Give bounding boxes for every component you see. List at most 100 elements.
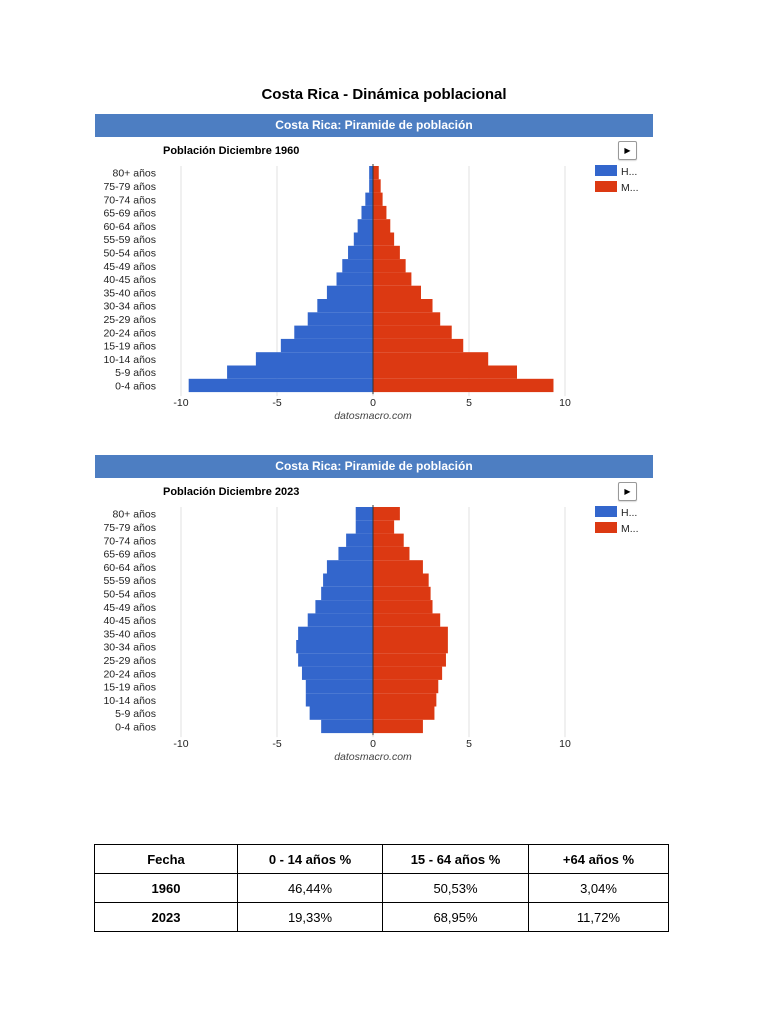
table-header-row: Fecha 0 - 14 años % 15 - 64 años % +64 a…: [94, 844, 669, 874]
bar-mujeres: [373, 166, 379, 180]
table-cell: 50,53%: [382, 873, 529, 903]
x-tick-label: 10: [559, 738, 571, 750]
bar-hombres: [294, 325, 373, 339]
category-label: 50-54 años: [103, 247, 156, 259]
bar-hombres: [309, 706, 373, 720]
bar-mujeres: [373, 520, 395, 534]
category-label: 80+ años: [113, 168, 157, 180]
category-label: 40-45 años: [103, 615, 156, 627]
population-pyramid-2023: Costa Rica: Piramide de población ▶ Pobl…: [95, 455, 653, 778]
bar-mujeres: [373, 706, 435, 720]
table-cell: 3,04%: [528, 873, 669, 903]
x-tick-label: 0: [370, 738, 376, 750]
x-tick-label: 10: [559, 397, 571, 409]
play-icon[interactable]: ▶: [618, 482, 637, 501]
category-label: 45-49 años: [103, 602, 156, 614]
bar-hombres: [369, 179, 373, 193]
x-tick-label: -5: [272, 397, 281, 409]
bar-mujeres: [373, 179, 381, 193]
bar-hombres: [361, 205, 373, 220]
bar-hombres: [255, 352, 373, 366]
legend-label: M...: [621, 523, 639, 535]
play-icon[interactable]: ▶: [618, 141, 637, 160]
chart-header: Costa Rica: Piramide de población: [95, 114, 653, 137]
bar-mujeres: [373, 586, 431, 601]
bar-hombres: [305, 679, 373, 694]
bar-hombres: [369, 166, 373, 180]
bar-mujeres: [373, 285, 421, 299]
bar-hombres: [321, 586, 373, 601]
category-label: 75-79 años: [103, 181, 156, 193]
page-title: Costa Rica - Dinámica poblacional: [261, 86, 507, 103]
category-label: 60-64 años: [103, 221, 156, 233]
category-label: 15-19 años: [103, 341, 156, 353]
x-tick-label: -5: [272, 738, 281, 750]
bar-mujeres: [373, 378, 554, 393]
category-label: 20-24 años: [103, 327, 156, 339]
category-label: 10-14 años: [103, 354, 156, 366]
bar-hombres: [336, 272, 373, 286]
bar-hombres: [326, 285, 373, 299]
bar-hombres: [317, 299, 373, 313]
bar-mujeres: [373, 259, 406, 273]
category-label: 55-59 años: [103, 234, 156, 246]
bar-hombres: [280, 338, 373, 353]
category-label: 35-40 años: [103, 628, 156, 640]
bar-hombres: [307, 312, 373, 326]
bar-mujeres: [373, 245, 400, 260]
table-header-cell: 0 - 14 años %: [237, 844, 383, 874]
category-label: 25-29 años: [103, 655, 156, 667]
bar-mujeres: [373, 312, 441, 326]
category-label: 0-4 años: [115, 721, 156, 733]
bar-hombres: [348, 245, 373, 260]
category-label: 75-79 años: [103, 522, 156, 534]
bar-hombres: [227, 365, 373, 379]
bar-mujeres: [373, 338, 464, 353]
category-label: 65-69 años: [103, 208, 156, 220]
bar-mujeres: [373, 232, 395, 246]
bar-hombres: [315, 600, 373, 614]
category-label: 40-45 años: [103, 274, 156, 286]
chart-header: Costa Rica: Piramide de población: [95, 455, 653, 478]
bar-hombres: [321, 719, 373, 734]
bar-hombres: [298, 626, 373, 640]
x-tick-label: -10: [173, 738, 188, 750]
bar-hombres: [365, 192, 373, 206]
x-tick-label: 0: [370, 397, 376, 409]
x-tick-label: 5: [466, 738, 472, 750]
table-cell: 46,44%: [237, 873, 383, 903]
legend-swatch: [595, 165, 617, 176]
bar-hombres: [353, 232, 373, 246]
category-label: 50-54 años: [103, 588, 156, 600]
bar-hombres: [346, 533, 373, 547]
category-label: 15-19 años: [103, 682, 156, 694]
category-label: 70-74 años: [103, 535, 156, 547]
table-header-cell: Fecha: [94, 844, 238, 874]
bar-mujeres: [373, 507, 400, 521]
bar-mujeres: [373, 573, 429, 587]
bar-mujeres: [373, 653, 446, 667]
bar-hombres: [305, 693, 373, 707]
bar-hombres: [342, 259, 373, 273]
bar-hombres: [355, 520, 373, 534]
table-cell: 11,72%: [528, 902, 669, 932]
table-header-cell: +64 años %: [528, 844, 669, 874]
table-row: 2023 19,33% 68,95% 11,72%: [94, 902, 669, 932]
bar-mujeres: [373, 679, 439, 694]
bar-mujeres: [373, 640, 448, 654]
x-tick-label: -10: [173, 397, 188, 409]
population-pyramid-1960: Costa Rica: Piramide de población ▶ Pobl…: [95, 114, 653, 437]
category-label: 0-4 años: [115, 380, 156, 392]
chart-title: Población Diciembre 2023: [163, 486, 299, 498]
category-label: 80+ años: [113, 509, 157, 521]
category-label: 25-29 años: [103, 314, 156, 326]
legend-swatch: [595, 506, 617, 517]
bar-mujeres: [373, 613, 441, 627]
chart-title: Población Diciembre 1960: [163, 145, 299, 157]
bar-hombres: [357, 219, 373, 233]
watermark-text: datosmacro.com: [334, 751, 412, 763]
bar-mujeres: [373, 299, 433, 313]
category-label: 35-40 años: [103, 287, 156, 299]
bar-hombres: [307, 613, 373, 627]
